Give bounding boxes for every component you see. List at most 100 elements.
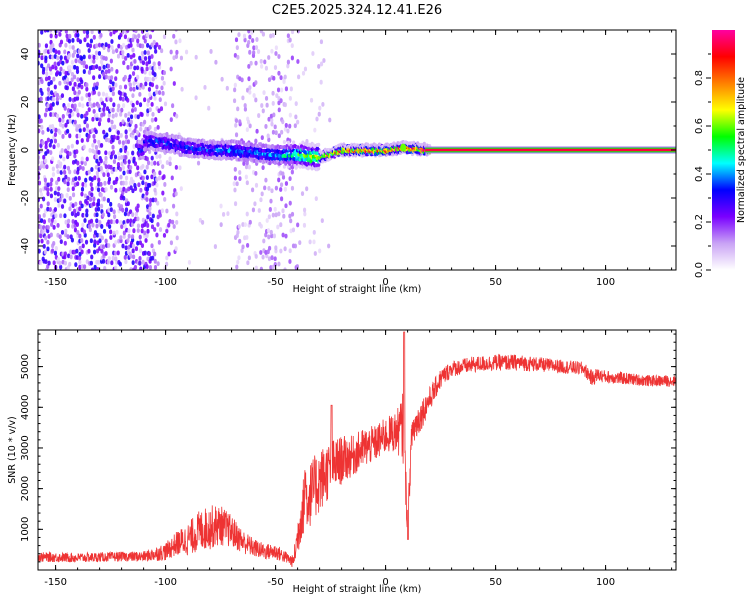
spectrogram-noise-cell [267,77,272,83]
spectrogram-noise-cell [95,212,99,218]
spectrogram-noise-cell [167,251,171,257]
spectrogram-noise-cell [153,265,158,270]
spectrogram-noise-cell [144,81,148,87]
spectrogram-noise-cell [63,260,68,266]
spectrogram-noise-cell [46,63,51,69]
spectrogram-noise-cell [270,121,274,127]
spectrogram-noise-cell [148,107,152,113]
spectrogram-noise-cell [157,239,161,245]
spectrogram-noise-cell [71,192,76,198]
spectrogram-noise-cell [73,81,77,87]
spectrogram-noise-cell [261,108,265,114]
spectrogram-noise-cell [121,180,126,186]
spectrogram-noise-cell [150,224,155,230]
spectrogram-noise-cell [127,233,131,239]
spectrogram-noise-cell [247,40,251,45]
spectrogram-noise-cell [109,75,114,81]
spectrogram-noise-cell [234,118,239,124]
spectrogram-noise-cell [247,64,251,69]
spectrogram-noise-cell [85,92,89,98]
spectrogram-noise-cell [90,177,94,182]
spectrogram-noise-cell [73,169,77,175]
spectrogram-noise-cell [63,105,67,111]
spectrogram-noise-cell [281,208,285,214]
spectrogram-noise-cell [99,143,104,148]
spectrogram-noise-cell [145,61,149,67]
spectrogram-noise-cell [241,244,245,250]
spectrogram-noise-cell [67,38,72,44]
spectrogram-noise-cell [107,68,111,74]
spectrogram-noise-cell [66,234,70,240]
spectrogram-noise-cell [289,218,293,224]
spectrogram-noise-cell [112,219,116,225]
spectrogram-blob [400,143,407,152]
spectrogram-noise-cell [131,71,136,76]
spectrogram-noise-cell [109,97,113,103]
spectrogram-noise-cell [59,30,63,32]
spectrogram-noise-cell [112,102,116,108]
spectrogram-noise-cell [150,82,155,88]
spectrogram-noise-cell [151,30,155,33]
spectrogram-noise-cell [111,149,116,155]
spectrogram-noise-cell [233,201,238,207]
spectrogram-noise-cell [80,160,84,165]
spectrogram-noise-cell [65,85,69,91]
spectrogram-noise-cell [172,224,176,229]
spectrogram-noise-cell [74,262,78,268]
spectrogram-noise-cell [123,211,128,217]
spectrogram-noise-cell [44,43,49,49]
spectrogram-noise-cell [179,186,183,192]
spectrogram-noise-cell [145,111,150,117]
spectrogram-noise-cell [134,211,138,217]
spectrogram-noise-cell [127,186,131,192]
spectrogram-noise-cell [51,112,55,117]
spectrogram-noise-cell [85,156,89,162]
spectrogram-noise-cell [46,137,51,143]
spectrogram-noise-cell [243,106,248,112]
spectrogram-noise-cell [44,158,48,164]
spectrogram-noise-cell [59,66,63,72]
spectrogram-noise-cell [123,92,127,98]
spectrogram-noise-cell [88,148,92,153]
spectrogram-noise-cell [85,30,90,35]
spectrogram-noise-cell [116,250,120,256]
spectrogram-noise-cell [46,201,50,207]
spectrogram-noise-cell [121,243,125,249]
spectrogram-noise-cell [241,95,245,101]
spectrogram-noise-cell [158,209,162,215]
spectrogram-noise-cell [84,64,89,70]
spectrogram-noise-cell [250,30,254,35]
spectrogram-noise-cell [153,227,157,232]
spectrogram-ridge-cell [282,140,286,145]
spectrogram-noise-cell [48,207,52,212]
spectrogram-noise-cell [56,142,60,148]
spectrogram-noise-cell [93,249,97,255]
spectrogram-noise-cell [56,191,60,197]
spectrogram-noise-cell [254,265,258,270]
spectrogram-noise-cell [129,218,133,224]
spectrogram-noise-cell [271,129,276,135]
spectrogram-noise-cell [122,230,126,236]
snr-y-tick-label: 4000 [20,395,31,420]
spectrogram-noise-cell [87,224,92,229]
spectrogram-noise-cell [80,60,84,66]
spectrogram-noise-cell [124,112,128,118]
spectrogram-noise-cell [284,203,288,209]
spectrogram-noise-cell [80,249,84,255]
spectrogram-noise-cell [112,159,117,165]
spectrogram-noise-cell [286,63,290,69]
spectrogram-noise-cell [305,186,309,192]
spectrogram-noise-cell [270,117,274,123]
spectrogram-noise-cell [162,174,166,180]
spectrogram-noise-cell [86,195,90,201]
spectrogram-noise-cell [144,181,148,187]
figure-title: C2E5.2025.324.12.41.E26 [272,3,442,18]
spectrogram-noise-cell [174,165,178,170]
spectrogram-noise-cell [46,103,50,109]
spectrogram-noise-cell [124,245,128,251]
spectrogram-noise-cell [80,238,84,243]
spectrogram-noise-cell [289,228,293,234]
spectrogram-noise-cell [114,265,118,270]
spectrogram-noise-cell [104,187,108,192]
spectrogram-noise-cell [132,228,136,234]
